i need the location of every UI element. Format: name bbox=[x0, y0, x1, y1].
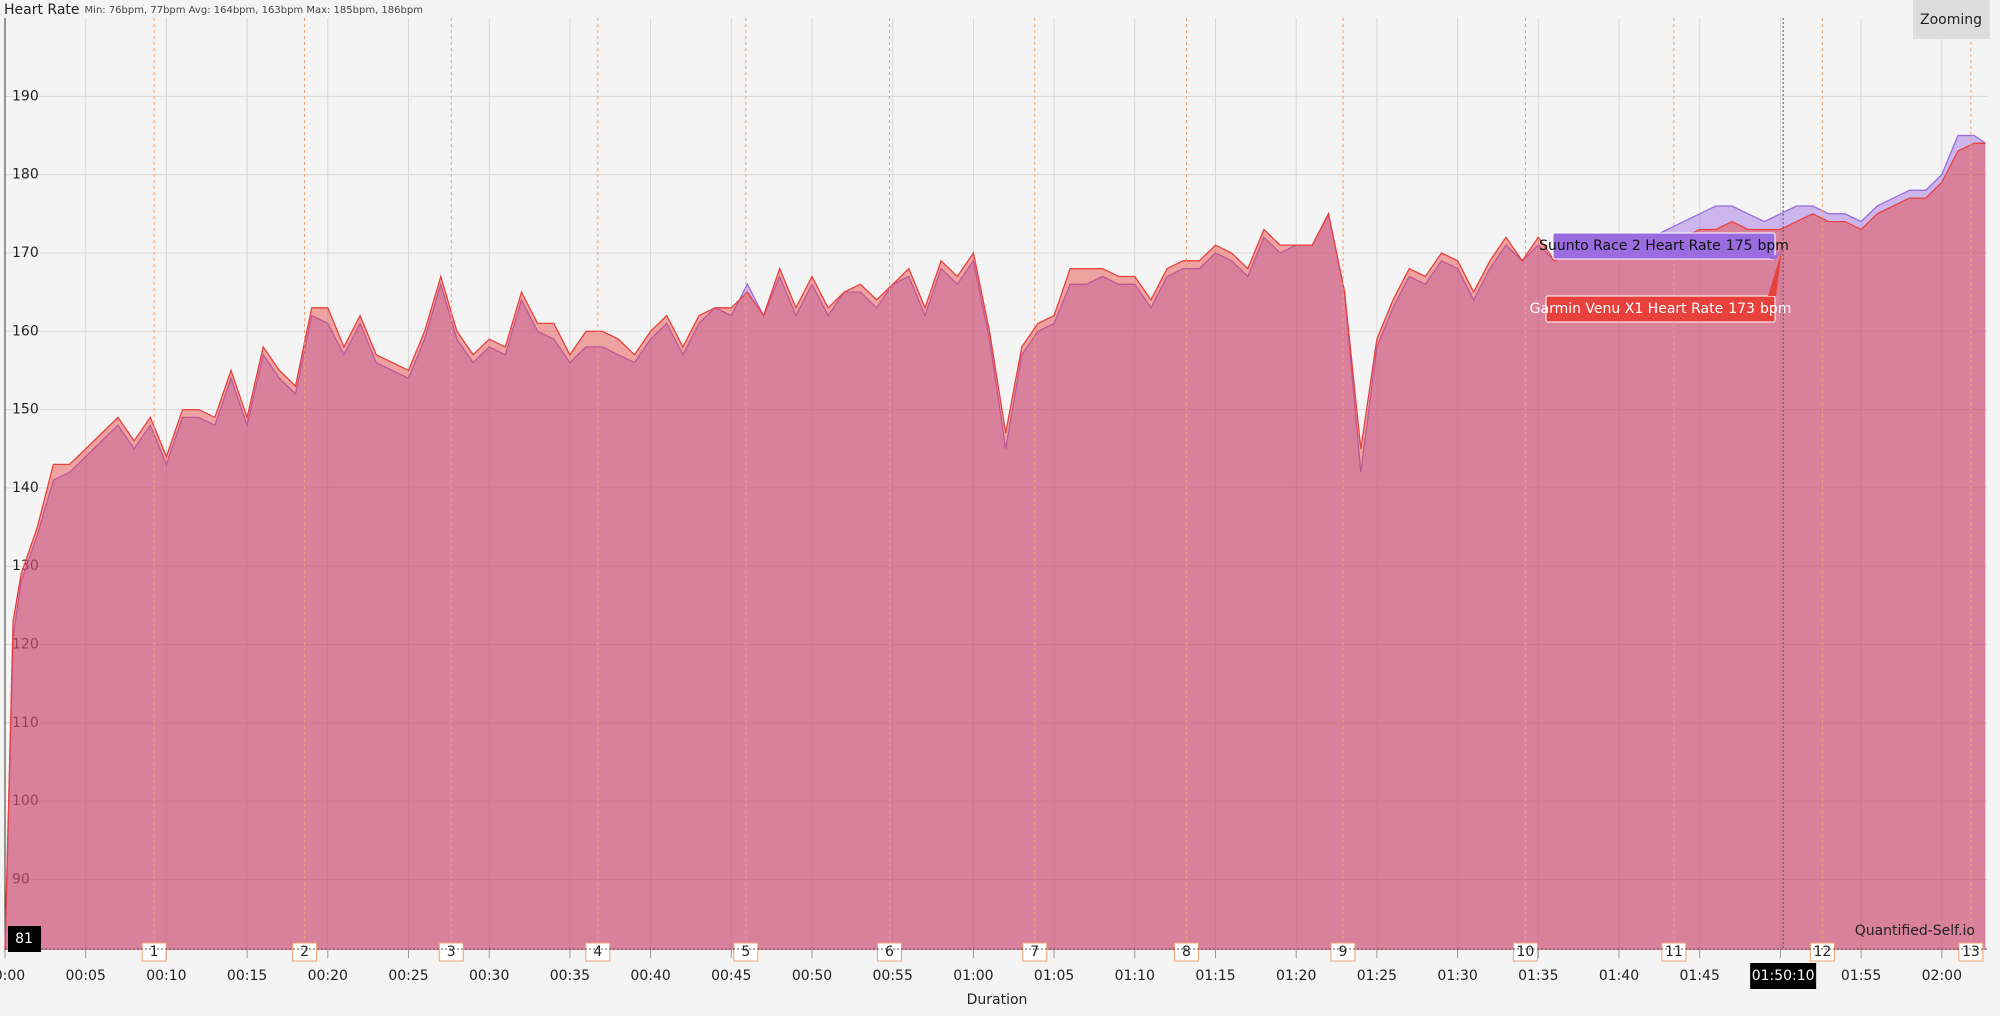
tooltip-part: bpm bbox=[1760, 301, 1791, 317]
lap-box bbox=[1022, 942, 1048, 962]
y-tick-label: 150 bbox=[12, 402, 39, 418]
x-tick-label: 00:50 bbox=[792, 968, 832, 984]
zoom-button[interactable] bbox=[1913, 0, 1990, 39]
lap-box bbox=[1661, 942, 1687, 962]
x-tick-label: 01:00 bbox=[953, 968, 993, 984]
x-tick-label: 01:45 bbox=[1680, 968, 1720, 984]
x-tick-label: 00:45 bbox=[711, 968, 751, 984]
y-tick-label: 120 bbox=[12, 637, 39, 653]
x-tick-label: 01:30 bbox=[1437, 968, 1477, 984]
y-tick-label: 130 bbox=[12, 558, 39, 574]
lap-label: 12 bbox=[1813, 944, 1831, 960]
x-tick-label: 00:20 bbox=[308, 968, 348, 984]
lap-label: 13 bbox=[1962, 944, 1980, 960]
x-tick-label: 00:40 bbox=[630, 968, 670, 984]
lap-label: 6 bbox=[885, 944, 894, 960]
tooltip-text: Suunto Race 2 Heart Rate 175 bpm bbox=[1539, 238, 1789, 254]
lap-box bbox=[1330, 942, 1356, 962]
x-tick-label: 00:10 bbox=[146, 968, 186, 984]
tooltip-part: bpm bbox=[1757, 238, 1788, 254]
tooltip-pointer bbox=[1770, 250, 1782, 259]
lap-label: 1 bbox=[150, 944, 159, 960]
x-tick-label: 01:20 bbox=[1276, 968, 1316, 984]
lap-label: 4 bbox=[593, 944, 602, 960]
tooltip-part: 175 bbox=[1726, 238, 1753, 254]
x-tick-label: 01:35 bbox=[1518, 968, 1558, 984]
chart-title: Heart Rate Min: 76bpm, 77bpm Avg: 164bpm,… bbox=[4, 2, 423, 18]
lap-label: 10 bbox=[1516, 944, 1534, 960]
y-tick-label: 190 bbox=[12, 88, 39, 104]
y-tick-label: 140 bbox=[12, 480, 39, 496]
x-tick-label: 00:00 bbox=[0, 968, 25, 984]
x-tick-label: 00:55 bbox=[873, 968, 913, 984]
lap-box bbox=[876, 942, 902, 962]
x-tick-label: 00:25 bbox=[388, 968, 428, 984]
crosshair-x-box bbox=[1750, 963, 1817, 989]
lap-box bbox=[438, 942, 464, 962]
lap-box bbox=[733, 942, 759, 962]
y-tick-label: 100 bbox=[12, 793, 39, 809]
tooltip-box bbox=[1552, 232, 1776, 260]
x-tick-label: 01:55 bbox=[1841, 968, 1881, 984]
x-tick-label: 01:05 bbox=[1034, 968, 1074, 984]
x-axis-label: Duration bbox=[967, 992, 1028, 1008]
x-tick-label: 00:35 bbox=[550, 968, 590, 984]
lap-box bbox=[1173, 942, 1199, 962]
x-tick-label: 01:25 bbox=[1357, 968, 1397, 984]
lap-label: 5 bbox=[741, 944, 750, 960]
zoom-button-label[interactable]: Zooming bbox=[1920, 12, 1982, 28]
title: Heart Rate bbox=[4, 2, 80, 18]
lap-box bbox=[1958, 942, 1984, 962]
tooltip-text: Garmin Venu X1 Heart Rate 173 bpm bbox=[1530, 301, 1792, 317]
lap-box bbox=[292, 942, 318, 962]
tooltip-part: Garmin Venu X1 Heart Rate bbox=[1530, 301, 1724, 317]
subtitle: Min: 76bpm, 77bpm Avg: 164bpm, 163bpm Ma… bbox=[85, 5, 423, 16]
tooltip-part: 173 bbox=[1728, 301, 1755, 317]
series-area bbox=[5, 135, 1986, 950]
x-tick-label: 00:15 bbox=[227, 968, 267, 984]
crosshair-y-label: 81 bbox=[15, 931, 33, 947]
x-tick-label: 01:10 bbox=[1115, 968, 1155, 984]
crosshair-x-label: 01:50:10 bbox=[1752, 968, 1815, 984]
crosshair-y-box bbox=[8, 926, 41, 952]
y-tick-label: 180 bbox=[12, 167, 39, 183]
watermark: Quantified-Self.io bbox=[1855, 923, 1975, 939]
tooltip-pointer bbox=[1768, 250, 1782, 296]
tooltip-part: Suunto Race 2 Heart Rate bbox=[1539, 238, 1721, 254]
x-tick-label: 00:05 bbox=[66, 968, 106, 984]
x-tick-label: 01:15 bbox=[1195, 968, 1235, 984]
x-tick-label: 00:30 bbox=[469, 968, 509, 984]
lap-box bbox=[141, 942, 167, 962]
lap-label: 11 bbox=[1665, 944, 1683, 960]
y-tick-label: 90 bbox=[12, 872, 30, 888]
tooltip-box bbox=[1545, 295, 1776, 323]
x-tick-label: 01:40 bbox=[1599, 968, 1639, 984]
y-tick-label: 170 bbox=[12, 245, 39, 261]
lap-label: 3 bbox=[447, 944, 456, 960]
lap-box bbox=[1512, 942, 1538, 962]
x-tick-label: 02:00 bbox=[1922, 968, 1962, 984]
lap-box bbox=[585, 942, 611, 962]
lap-box bbox=[1809, 942, 1835, 962]
lap-label: 8 bbox=[1182, 944, 1191, 960]
lap-label: 2 bbox=[300, 944, 309, 960]
lap-label: 7 bbox=[1030, 944, 1039, 960]
lap-label: 9 bbox=[1339, 944, 1348, 960]
y-tick-label: 160 bbox=[12, 323, 39, 339]
y-tick-label: 110 bbox=[12, 715, 39, 731]
